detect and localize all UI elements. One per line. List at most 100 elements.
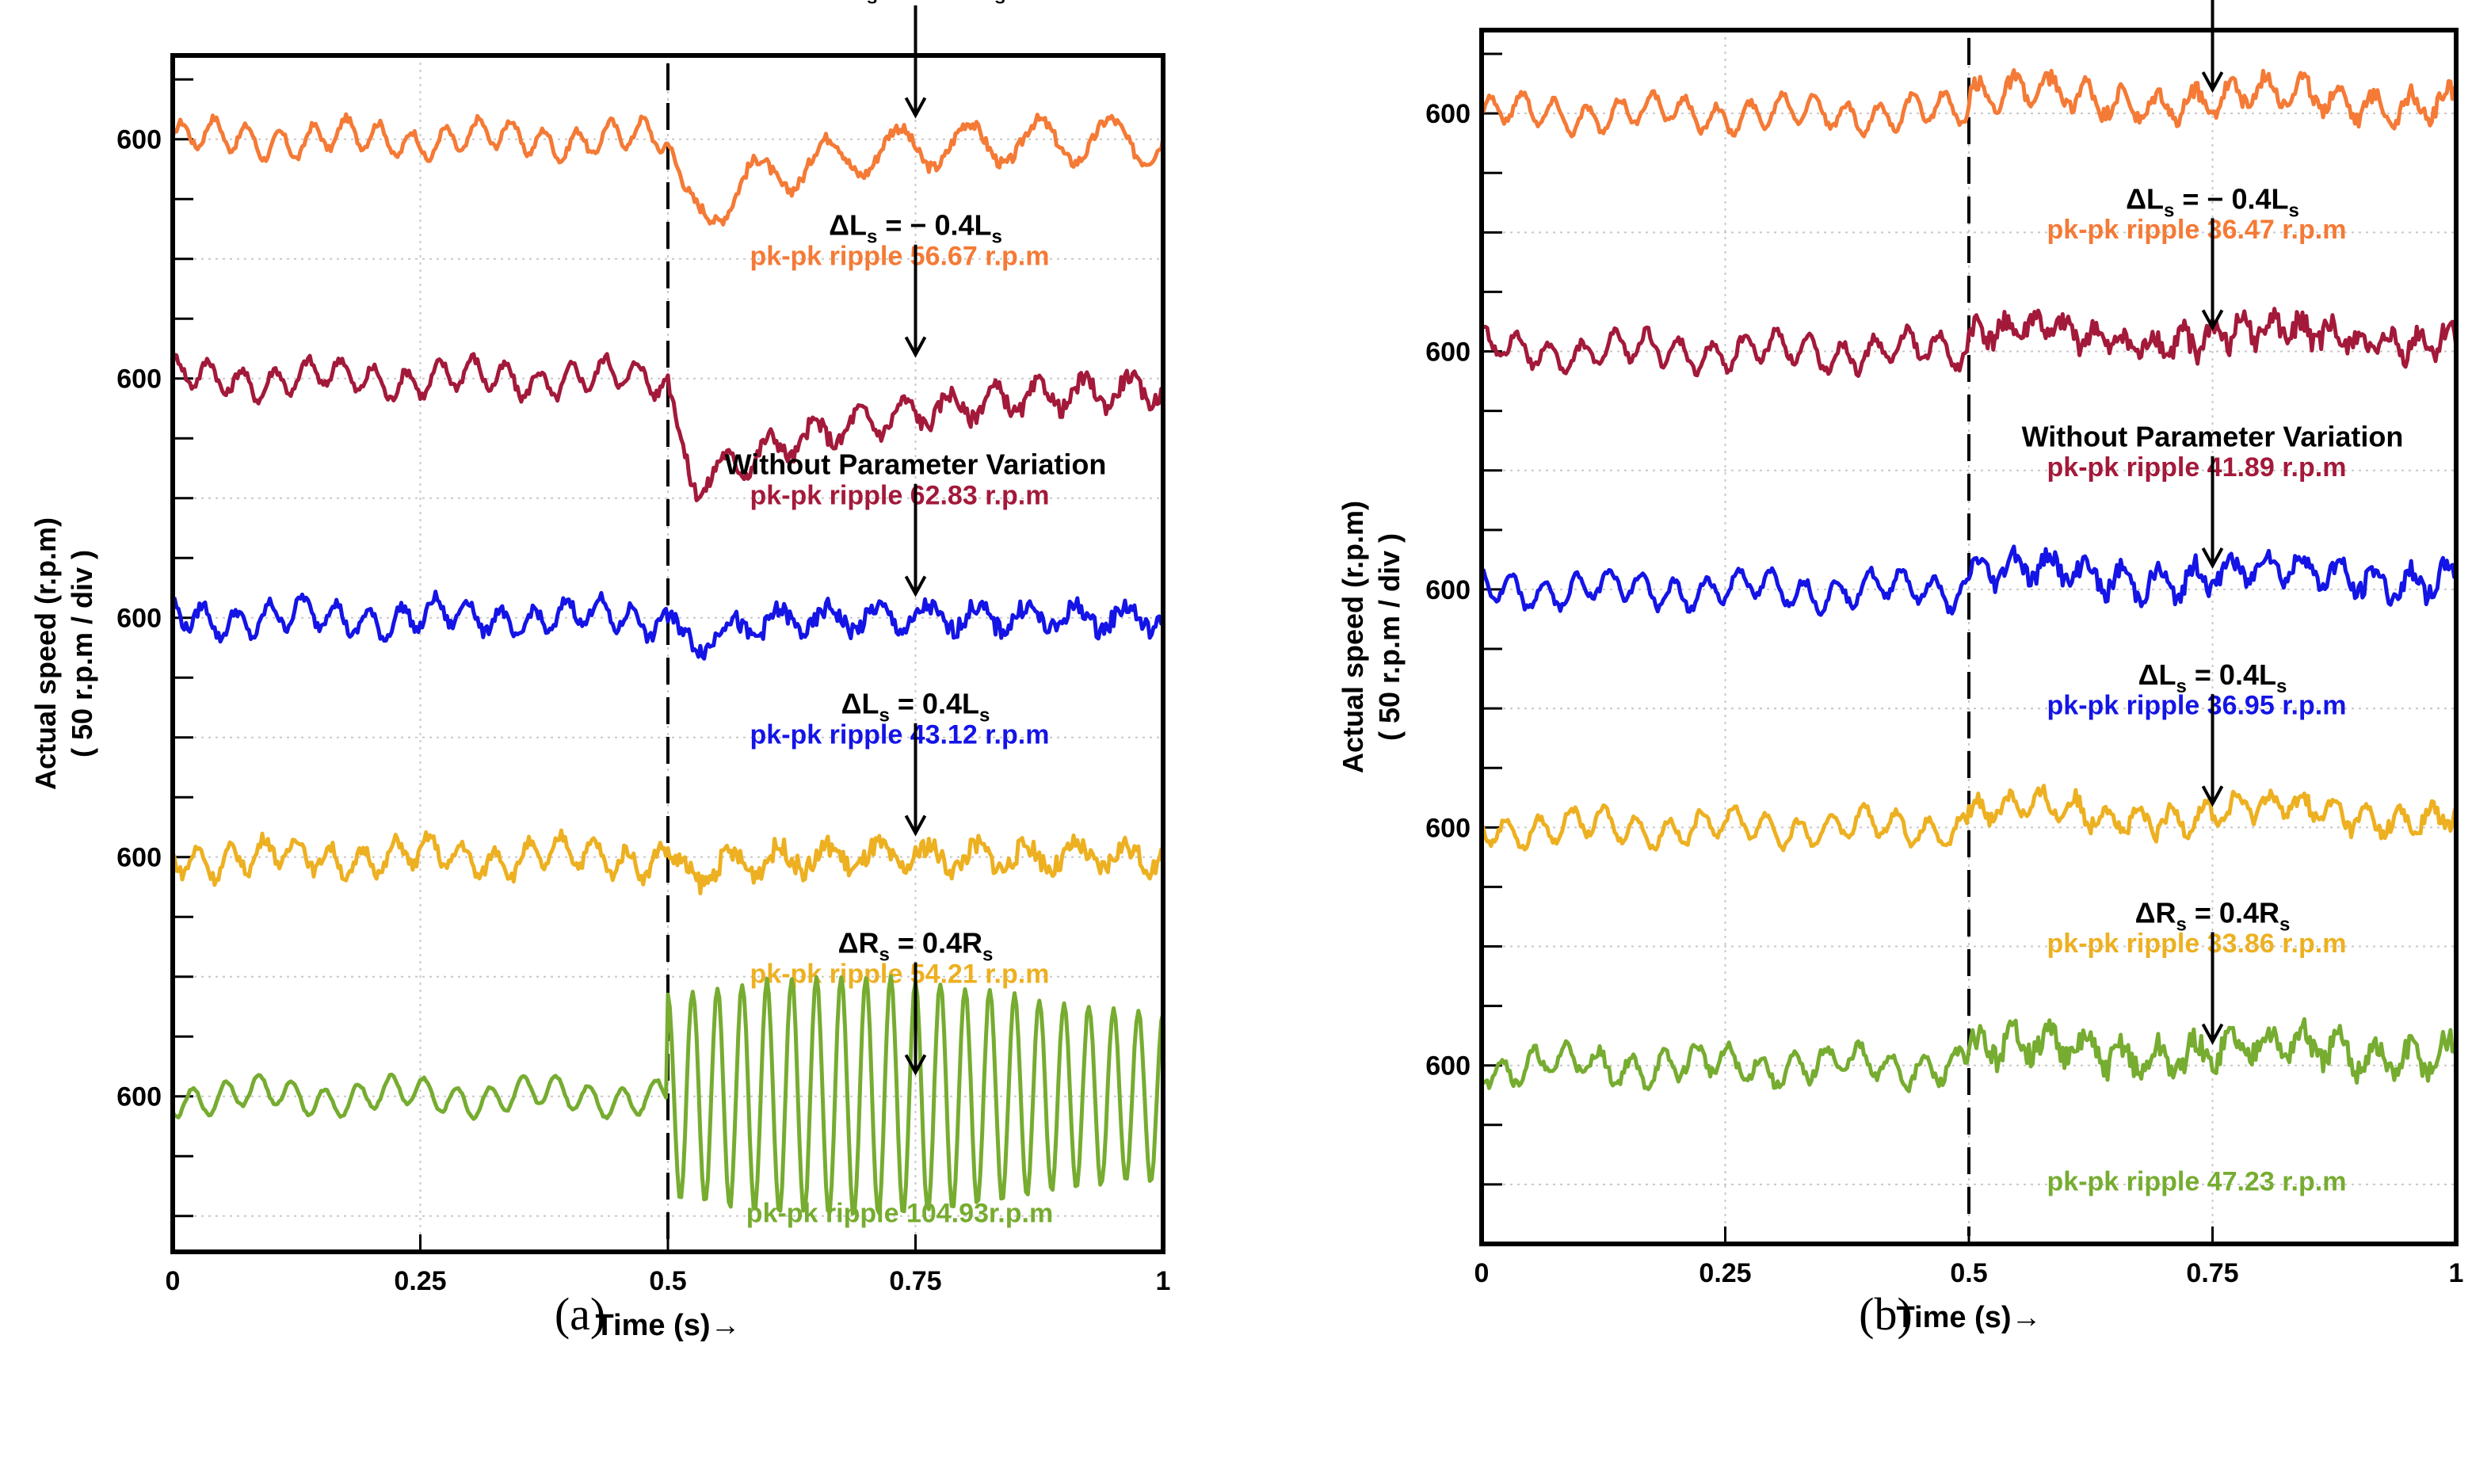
annotation-main: ΔL xyxy=(841,688,879,720)
y-tick-label: 600 xyxy=(116,125,162,155)
series-line-rs_plus xyxy=(1479,1017,2459,1093)
y-axis-label-line2: ( 50 r.p.m / div ) xyxy=(1373,533,1406,741)
arrow-head xyxy=(2201,71,2224,93)
panel-a: 0 0.25 0.5 0.75 1 Time (s)→ Actual speed (r.p.… xyxy=(29,0,1170,1342)
y-axis-label: Actual speed (r.p.m)( 50 r.p.m / div ) xyxy=(29,517,98,790)
ripple-label: pk-pk ripple 36.95 r.p.m xyxy=(2047,691,2347,721)
x-tick-label: 0.75 xyxy=(889,1266,941,1296)
x-tick-label: 0.75 xyxy=(2186,1258,2238,1288)
annotation-sub: s xyxy=(879,705,890,727)
arrow-head xyxy=(2201,1023,2224,1045)
annotation-sub: s xyxy=(2176,914,2187,936)
annotation-sub: s xyxy=(879,944,890,966)
y-tick-label: 600 xyxy=(116,364,162,395)
panel-b: 0 0.25 0.5 0.75 1 Time (s)→ Actual speed (r.p.… xyxy=(1337,0,2463,1340)
ripple-label: pk-pk ripple 43.12 r.p.m xyxy=(750,719,1050,750)
arrow-head xyxy=(904,575,927,597)
arrow-head xyxy=(2201,547,2224,570)
annotation-main: ΔR xyxy=(2135,897,2176,929)
y-tick-label: 600 xyxy=(116,604,162,634)
panel-caption: (b) xyxy=(1859,1288,1913,1340)
annotation-sub: s xyxy=(2164,200,2174,221)
ripple-label: pk-pk ripple 41.89 r.p.m xyxy=(2047,452,2347,483)
annotation-sub: s xyxy=(2276,676,2287,697)
series-line-rs_plus xyxy=(170,974,1165,1216)
x-tick-label: 1 xyxy=(2449,1258,2464,1288)
x-tick-label: 0 xyxy=(1474,1258,1490,1288)
annotation-label: Without Parameter Variation xyxy=(2022,421,2404,453)
ripple-label: pk-pk ripple 104.93r.p.m xyxy=(746,1198,1053,1228)
annotation-main: Without Parameter Variation xyxy=(725,448,1107,481)
annotation-label: ΔRs = 0.4Rs xyxy=(838,927,994,966)
annotation-label: ΔRs = 0.4Rs xyxy=(2135,897,2291,936)
annotation-main: ΔR xyxy=(826,0,867,2)
arrow-head xyxy=(2201,309,2224,331)
plot-frame xyxy=(1479,28,2459,1246)
ripple-label: pk-pk ripple 62.83 r.p.m xyxy=(750,480,1050,510)
annotation-sub: s xyxy=(2176,676,2187,697)
axis-ticks xyxy=(171,78,1165,1252)
annotation-mid: = − 0.4R xyxy=(877,0,994,2)
y-tick-label: 600 xyxy=(1425,575,1471,605)
series-line-rs_minus xyxy=(1481,68,2459,139)
plot-frame xyxy=(170,53,1165,1254)
annotation-mid: = 0.4L xyxy=(2187,658,2276,691)
annotation-mid: = 0.4R xyxy=(890,927,982,959)
annotation-main: ΔR xyxy=(838,927,879,959)
y-tick-label: 600 xyxy=(1425,1051,1471,1082)
x-tick-label: 0 xyxy=(166,1266,181,1296)
annotation-label: ΔLs = 0.4Ls xyxy=(2138,658,2287,697)
x-axis-label: Time (s)→ xyxy=(1896,1301,2041,1334)
ripple-label: pk-pk ripple 54.21 r.p.m xyxy=(750,959,1050,989)
annotation-sub: s xyxy=(982,944,993,966)
panel-caption: (a) xyxy=(555,1288,605,1340)
ripple-label: pk-pk ripple 56.67 r.p.m xyxy=(750,241,1050,271)
annotation-main: Without Parameter Variation xyxy=(2022,421,2404,453)
annotation-sub: s xyxy=(867,227,877,248)
annotation-sub: s xyxy=(2279,914,2290,936)
annotation-main: ΔL xyxy=(2126,182,2164,215)
y-axis-label-line1: Actual speed (r.p.m) xyxy=(1337,501,1369,773)
series-line-ls_minus xyxy=(170,352,1165,502)
annotation-sub: s xyxy=(991,227,1001,248)
x-tick-label: 0.25 xyxy=(1699,1258,1751,1288)
annotation-sub: s xyxy=(2288,200,2298,221)
arrow-head xyxy=(904,1054,927,1076)
series-line-ls_plus xyxy=(1479,784,2459,853)
annotation-sub: s xyxy=(979,705,990,727)
y-tick-label: 600 xyxy=(116,843,162,873)
annotation-mid: = − 0.4L xyxy=(2174,182,2288,215)
annotation-label: ΔLs = − 0.4Ls xyxy=(2126,182,2299,221)
y-tick-label: 600 xyxy=(1425,338,1471,368)
annotation-mid: = − 0.4L xyxy=(877,209,991,242)
annotation-mid: = 0.4L xyxy=(890,688,979,720)
ripple-label: pk-pk ripple 47.23 r.p.m xyxy=(2047,1166,2347,1196)
x-axis-label: Time (s)→ xyxy=(595,1309,740,1342)
y-tick-label: 600 xyxy=(116,1082,162,1112)
series-line-none xyxy=(1480,544,2458,617)
arrow-head xyxy=(904,97,927,119)
series-line-none xyxy=(171,589,1165,661)
y-tick-label: 600 xyxy=(1425,99,1471,129)
annotation-mid: = 0.4R xyxy=(2187,897,2279,929)
annotation-label: ΔLs = − 0.4Ls xyxy=(829,209,1002,248)
x-tick-label: 0.25 xyxy=(394,1266,446,1296)
ripple-label: pk-pk ripple 36.47 r.p.m xyxy=(2047,215,2347,245)
y-axis-label-line1: Actual speed (r.p.m) xyxy=(29,517,62,790)
series-rs_minus: 600 ΔR s = − 0.4R spk-pk ripple 56.67 r.p.m xyxy=(116,0,1165,271)
x-tick-label: 0.5 xyxy=(1950,1258,1987,1288)
ripple-label: pk-pk ripple 33.86 r.p.m xyxy=(2047,929,2347,959)
annotation-main: ΔL xyxy=(829,209,867,242)
y-axis-label-line2: ( 50 r.p.m / div ) xyxy=(66,550,98,757)
grid xyxy=(173,55,1163,1252)
arrow-head xyxy=(904,814,927,837)
